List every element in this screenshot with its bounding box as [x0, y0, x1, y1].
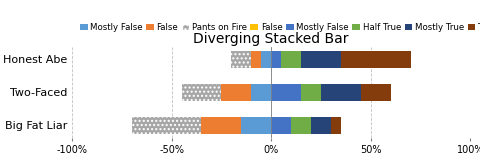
Bar	[252, 84, 271, 101]
Title: Diverging Stacked Bar: Diverging Stacked Bar	[193, 32, 349, 46]
Bar	[281, 51, 301, 68]
Bar	[132, 117, 202, 134]
Bar	[221, 84, 252, 101]
Bar	[361, 84, 391, 101]
Bar	[341, 51, 410, 68]
Bar	[202, 117, 241, 134]
Bar	[311, 117, 331, 134]
Bar	[241, 117, 271, 134]
Bar	[301, 84, 321, 101]
Bar	[271, 51, 281, 68]
Bar	[331, 117, 341, 134]
Bar	[231, 51, 252, 68]
Bar	[181, 84, 221, 101]
Bar	[261, 51, 271, 68]
Bar	[291, 117, 311, 134]
Bar	[321, 84, 361, 101]
Bar	[271, 84, 301, 101]
Bar	[301, 51, 341, 68]
Bar	[271, 117, 291, 134]
Legend: Mostly False, False, Pants on Fire, False, Mostly False, Half True, Mostly True,: Mostly False, False, Pants on Fire, Fals…	[76, 20, 480, 35]
Bar	[252, 51, 261, 68]
